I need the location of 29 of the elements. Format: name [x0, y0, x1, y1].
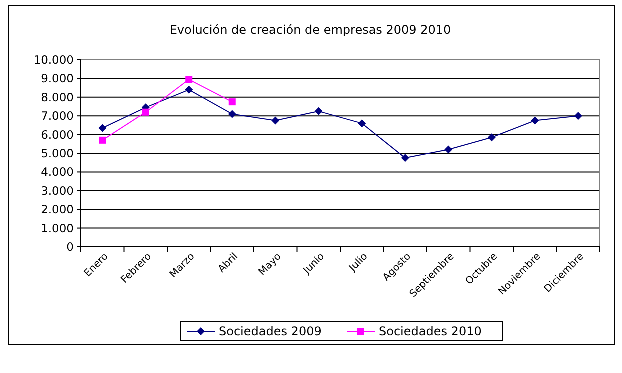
- point: [99, 136, 106, 144]
- point: [574, 112, 582, 120]
- point: [228, 110, 236, 118]
- point: [444, 146, 453, 154]
- point: [314, 107, 323, 116]
- point: [531, 116, 540, 125]
- y-tick-label: 8.000: [41, 90, 74, 104]
- y-tick-label: 6.000: [41, 128, 74, 142]
- point: [186, 76, 193, 84]
- point: [358, 120, 366, 128]
- y-tick-label: 3.000: [41, 184, 74, 198]
- y-tick-label: 5.000: [41, 146, 74, 161]
- point: [228, 98, 236, 106]
- y-tick-label: 10.000: [34, 53, 74, 68]
- y-tick-label: 4.000: [41, 165, 74, 180]
- point: [98, 124, 107, 132]
- y-tick-label: 7.000: [41, 109, 74, 124]
- y-tick-label: 9.000: [41, 72, 74, 86]
- y-tick-label: 1.000: [41, 221, 74, 236]
- legend-label: Sociedades 2010: [379, 324, 482, 339]
- point: [185, 86, 194, 94]
- point: [272, 116, 280, 125]
- y-tick-label: 0: [66, 240, 74, 254]
- y-tick-label: 2.000: [41, 202, 74, 217]
- legend-label: Sociedades 2009: [219, 324, 322, 339]
- point: [142, 108, 150, 116]
- chart-title: Evolución de creación de empresas 2009 2010: [170, 23, 452, 37]
- point: [488, 134, 496, 142]
- point: [401, 154, 410, 162]
